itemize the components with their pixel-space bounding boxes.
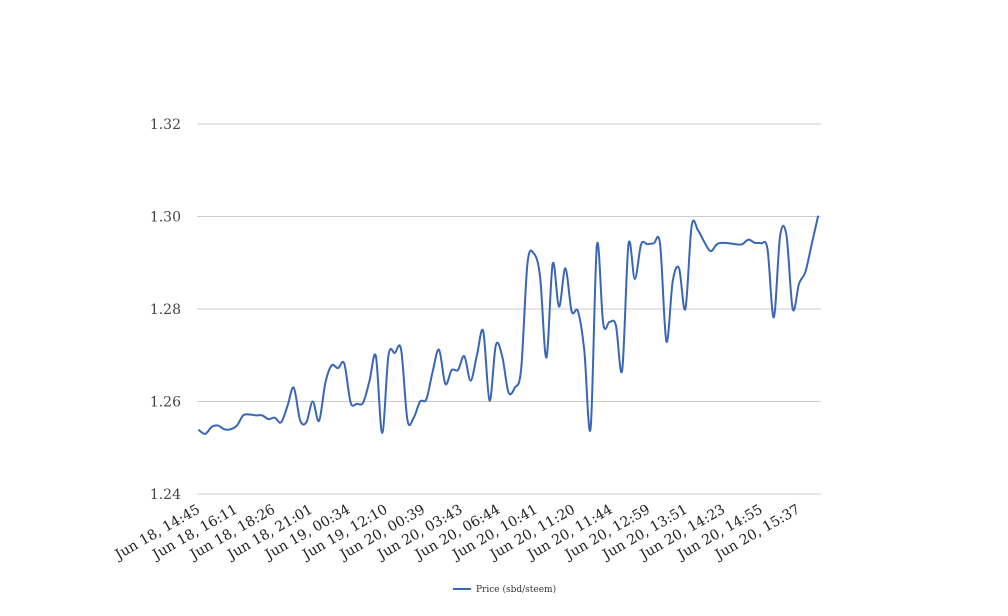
legend-item-price[interactable]: Price (sbd/steem)	[453, 584, 556, 595]
y-tick-label: 1.32	[150, 117, 181, 133]
y-tick-label: 1.26	[150, 395, 181, 411]
legend-label: Price (sbd/steem)	[476, 584, 556, 595]
gridlines	[197, 123, 821, 495]
series-line-price	[198, 215, 819, 435]
y-axis-tick-labels: 1.24 1.26 1.28 1.30 1.32	[150, 117, 181, 503]
y-tick-label: 1.28	[150, 302, 181, 318]
y-tick-label: 1.24	[150, 487, 181, 503]
legend[interactable]: Price (sbd/steem)	[453, 584, 556, 595]
series-layer	[198, 215, 819, 435]
y-tick-label: 1.30	[150, 210, 181, 226]
